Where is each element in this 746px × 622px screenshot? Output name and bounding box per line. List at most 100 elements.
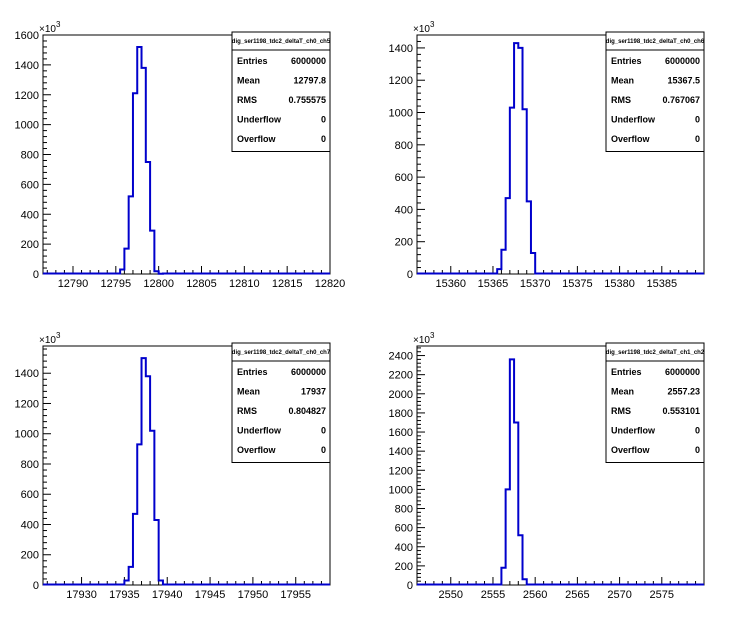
stats-value-rms: 0.755575 bbox=[288, 95, 326, 105]
stats-value-underflow: 0 bbox=[695, 115, 700, 125]
y-tick-label: 800 bbox=[395, 140, 413, 152]
stats-value-mean: 2557.23 bbox=[667, 387, 700, 397]
multiplier-exponent: 3 bbox=[430, 331, 435, 340]
stats-box-title: dig_ser1198_tdc2_deltaT_ch0_ch7 bbox=[232, 350, 331, 356]
multiplier-exponent: 3 bbox=[56, 331, 61, 340]
stats-box-frame bbox=[605, 342, 705, 463]
y-tick-label: 0 bbox=[407, 580, 413, 592]
stats-label-rms: RMS bbox=[237, 95, 257, 105]
y-tick-label: 200 bbox=[395, 237, 413, 249]
stats-label-overflow: Overflow bbox=[611, 134, 651, 144]
stats-label-overflow: Overflow bbox=[611, 445, 651, 455]
stats-value-mean: 17937 bbox=[301, 387, 326, 397]
histogram-pad-1: 0 200 400 600 800 1000 1200 1400 1600 12790 12795 1… bbox=[15, 20, 346, 290]
y-tick-label: 400 bbox=[21, 519, 39, 531]
y-tick-label: 1600 bbox=[389, 427, 413, 439]
x-tick-label: 12795 bbox=[101, 278, 132, 290]
histogram-outline bbox=[43, 357, 330, 586]
stats-box-frame bbox=[231, 342, 331, 463]
y-tick-label: 0 bbox=[33, 269, 39, 281]
y-tick-label: 1000 bbox=[15, 429, 39, 441]
y-tick-label: 1200 bbox=[15, 398, 39, 410]
stats-label-entries: Entries bbox=[611, 56, 642, 66]
stats-box-frame bbox=[605, 31, 705, 152]
y-multiplier-label: ×103 bbox=[39, 20, 61, 35]
x-tick-label: 2560 bbox=[523, 589, 547, 601]
stats-label-rms: RMS bbox=[611, 95, 631, 105]
multiplier-base: ×10 bbox=[413, 335, 430, 346]
stats-label-rms: RMS bbox=[611, 406, 631, 416]
stats-label-mean: Mean bbox=[611, 76, 634, 86]
y-tick-label: 0 bbox=[407, 269, 413, 281]
x-tick-label: 17930 bbox=[66, 589, 97, 601]
multiplier-exponent: 3 bbox=[430, 20, 435, 29]
x-tick-label: 2570 bbox=[607, 589, 631, 601]
histogram-pad-3: 0 200 400 600 800 1000 1200 1400 17930 17935 17940… bbox=[15, 331, 331, 601]
stats-label-mean: Mean bbox=[237, 387, 260, 397]
stats-value-rms: 0.553101 bbox=[662, 406, 700, 416]
x-tick-label: 12790 bbox=[58, 278, 89, 290]
y-multiplier-label: ×103 bbox=[413, 331, 435, 346]
y-tick-label: 2000 bbox=[389, 389, 413, 401]
y-tick-label: 1200 bbox=[15, 90, 39, 102]
y-tick-label: 1200 bbox=[389, 465, 413, 477]
x-tick-label: 12800 bbox=[143, 278, 174, 290]
stats-value-entries: 6000000 bbox=[291, 56, 326, 66]
stats-value-entries: 6000000 bbox=[291, 367, 326, 377]
multiplier-exponent: 3 bbox=[56, 20, 61, 29]
stats-value-rms: 0.767067 bbox=[662, 95, 700, 105]
y-tick-label: 800 bbox=[21, 459, 39, 471]
y-tick-label: 1400 bbox=[15, 368, 39, 380]
stats-box: dig_ser1198_tdc2_deltaT_ch0_ch6 Entries 60… bbox=[605, 31, 705, 152]
stats-value-overflow: 0 bbox=[695, 134, 700, 144]
stats-label-overflow: Overflow bbox=[237, 445, 277, 455]
x-tick-label: 2555 bbox=[481, 589, 505, 601]
stats-box: dig_ser1198_tdc2_deltaT_ch0_ch7 Entries 60… bbox=[231, 342, 331, 463]
y-tick-label: 400 bbox=[395, 542, 413, 554]
stats-value-underflow: 0 bbox=[695, 426, 700, 436]
y-tick-label: 1000 bbox=[389, 108, 413, 120]
stats-label-mean: Mean bbox=[611, 387, 634, 397]
x-tick-label: 15360 bbox=[435, 278, 466, 290]
x-tick-label: 12805 bbox=[186, 278, 217, 290]
x-tick-label: 2565 bbox=[565, 589, 589, 601]
stats-box-title: dig_ser1198_tdc2_deltaT_ch0_ch6 bbox=[606, 39, 705, 45]
stats-label-overflow: Overflow bbox=[237, 134, 277, 144]
stats-label-entries: Entries bbox=[237, 367, 268, 377]
y-tick-label: 200 bbox=[395, 561, 413, 573]
y-tick-label: 1400 bbox=[389, 43, 413, 55]
histogram-pad-2: 0 200 400 600 800 1000 1200 1400 15360 15365 15370… bbox=[389, 20, 705, 290]
x-tick-label: 17945 bbox=[195, 589, 226, 601]
stats-label-mean: Mean bbox=[237, 76, 260, 86]
stats-value-overflow: 0 bbox=[695, 445, 700, 455]
x-tick-label: 2575 bbox=[650, 589, 674, 601]
y-tick-label: 1000 bbox=[389, 484, 413, 496]
y-tick-label: 1600 bbox=[15, 30, 39, 42]
x-tick-label: 15385 bbox=[646, 278, 677, 290]
y-tick-label: 2400 bbox=[389, 351, 413, 363]
y-tick-label: 400 bbox=[395, 204, 413, 216]
y-tick-label: 2200 bbox=[389, 370, 413, 382]
stats-box: dig_ser1198_tdc2_deltaT_ch1_ch2 Entries 60… bbox=[605, 342, 705, 463]
x-tick-label: 17950 bbox=[238, 589, 269, 601]
stats-label-underflow: Underflow bbox=[611, 426, 656, 436]
y-tick-label: 200 bbox=[21, 550, 39, 562]
stats-label-underflow: Underflow bbox=[611, 115, 656, 125]
y-tick-label: 0 bbox=[33, 580, 39, 592]
x-tick-label: 15365 bbox=[478, 278, 509, 290]
histogram-pad-4: 0 200 400 600 800 1000 1200 1400 1600 1800 2000 220… bbox=[389, 331, 705, 601]
stats-label-entries: Entries bbox=[237, 56, 268, 66]
y-tick-label: 200 bbox=[21, 239, 39, 251]
y-tick-label: 1400 bbox=[15, 60, 39, 72]
stats-value-entries: 6000000 bbox=[665, 367, 700, 377]
x-tick-label: 12815 bbox=[272, 278, 303, 290]
stats-value-rms: 0.804827 bbox=[288, 406, 326, 416]
x-tick-label: 15375 bbox=[562, 278, 593, 290]
y-multiplier-label: ×103 bbox=[413, 20, 435, 35]
stats-box-title: dig_ser1198_tdc2_deltaT_ch1_ch2 bbox=[606, 350, 705, 356]
stats-box: dig_ser1198_tdc2_deltaT_ch0_ch5 Entries 60… bbox=[231, 31, 331, 152]
x-tick-label: 17935 bbox=[109, 589, 140, 601]
stats-value-mean: 12797.8 bbox=[293, 76, 326, 86]
stats-value-underflow: 0 bbox=[321, 426, 326, 436]
stats-label-rms: RMS bbox=[237, 406, 257, 416]
